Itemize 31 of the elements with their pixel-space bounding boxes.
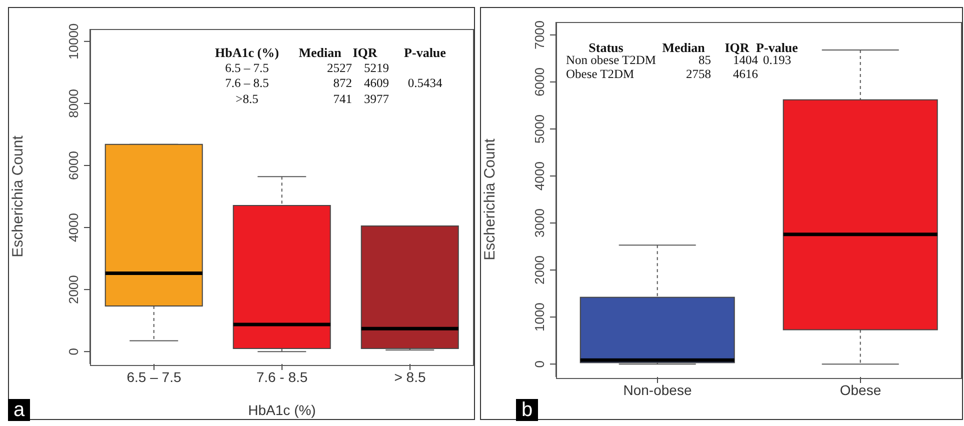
- x-tick-label: Obese: [840, 382, 882, 398]
- y-tick-label: 8000: [66, 88, 81, 118]
- y-tick-label: 4000: [66, 213, 81, 242]
- text: b: [516, 399, 538, 421]
- text: 6.5 – 7.5 2527 5219: [225, 60, 389, 75]
- y-tick-label: 6000: [532, 67, 547, 96]
- text: Status Median IQR P-value: [588, 40, 798, 55]
- text: >8.5 741 3977: [236, 92, 389, 106]
- y-tick-label: 4000: [532, 162, 547, 190]
- x-tick-label: 6.5 – 7.5: [126, 368, 182, 385]
- text: 7.6 – 8.5 872 4609 0.5434: [225, 76, 442, 90]
- text: Obese T2DM 2758 4616: [566, 66, 758, 81]
- y-axis-title: Escherichia Count: [481, 138, 498, 260]
- x-tick-label: Non-obese: [623, 382, 692, 398]
- y-tick-label: 3000: [532, 208, 547, 238]
- y-tick-label: 6000: [66, 151, 81, 180]
- text: HbA1c (%) Median IQR P-value: [215, 45, 446, 60]
- y-tick-label: 0: [66, 348, 81, 356]
- y-tick-label: 5000: [532, 114, 547, 144]
- x-tick-label: > 8.5: [394, 368, 426, 385]
- y-tick-label: 0: [532, 360, 547, 368]
- y-axis-title: Escherichia Count: [9, 134, 26, 258]
- x-tick-label: 7.6 - 8.5: [256, 368, 308, 385]
- y-tick-label: 10000: [66, 23, 81, 60]
- y-tick-label: 2000: [532, 256, 547, 284]
- text: Non obese T2DM 85 1404 0.193: [566, 53, 792, 68]
- text: a: [8, 399, 30, 421]
- y-tick-label: 7000: [532, 20, 547, 50]
- y-tick-label: 1000: [532, 302, 547, 332]
- x-axis-title: HbA1c (%): [248, 402, 316, 418]
- y-tick-label: 2000: [66, 275, 81, 304]
